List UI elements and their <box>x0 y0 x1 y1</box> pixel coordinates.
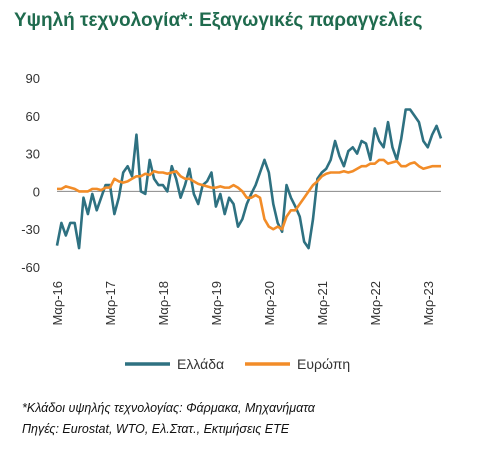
legend-label-greece: Ελλάδα <box>177 356 224 372</box>
y-tick-label: 30 <box>26 147 40 162</box>
sources-note: Πηγές: Eurostat, WTO, Ελ.Στατ., Εκτιμήσε… <box>22 422 290 436</box>
y-tick-label: -30 <box>21 222 40 237</box>
x-tick-label: Μαρ-18 <box>156 281 171 326</box>
x-tick-label: Μαρ-20 <box>262 281 277 326</box>
legend-label-europe: Ευρώπη <box>297 356 350 372</box>
x-tick-label: Μαρ-19 <box>209 281 224 326</box>
x-axis-ticks: Μαρ-16 Μαρ-17 Μαρ-18 Μαρ-19 Μαρ-20 Μαρ-21 Μαρ-… <box>50 281 436 326</box>
y-tick-label: 0 <box>33 184 40 199</box>
y-tick-label: 60 <box>26 109 40 124</box>
series-lines <box>55 108 443 250</box>
x-tick-label: Μαρ-22 <box>368 281 383 326</box>
legend: Ελλάδα Ευρώπη <box>125 356 350 372</box>
y-axis-labels: 90 60 30 0 -30 -60 <box>21 71 40 275</box>
y-tick-label: -60 <box>21 260 40 275</box>
x-tick-label: Μαρ-16 <box>50 281 65 326</box>
y-tick-label: 90 <box>26 71 40 86</box>
x-tick-label: Μαρ-23 <box>421 281 436 326</box>
footnote: *Κλάδοι υψηλής τεχνολογίας: Φάρμακα, Μηχ… <box>22 401 315 415</box>
x-tick-label: Μαρ-17 <box>103 281 118 326</box>
chart-title: Υψηλή τεχνολογία*: Εξαγωγικές παραγγελίε… <box>14 10 423 31</box>
series-line-europe <box>57 158 441 231</box>
x-tick-label: Μαρ-21 <box>315 281 330 326</box>
